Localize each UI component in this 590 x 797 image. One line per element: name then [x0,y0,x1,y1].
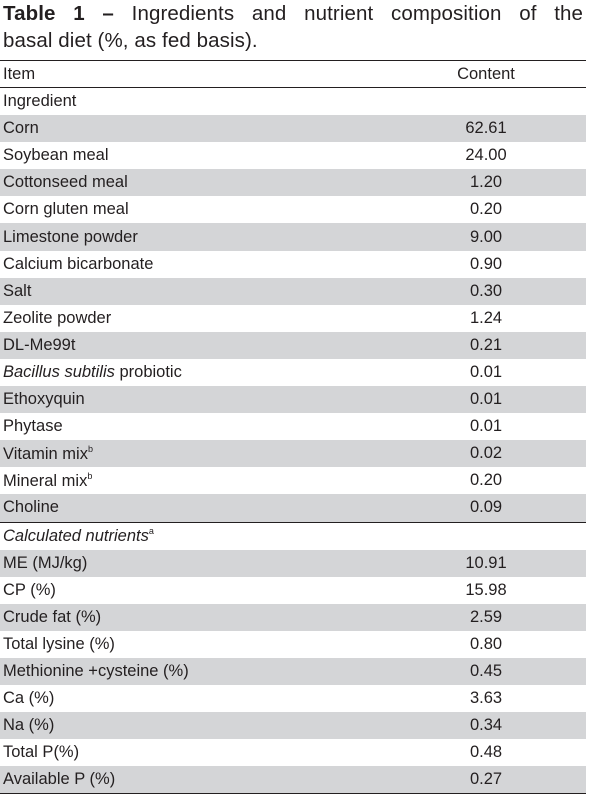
row-value: 0.09 [386,494,586,522]
table-row: Cottonseed meal 1.20 [0,169,586,197]
row-value: 0.21 [386,331,586,359]
table-row: Corn gluten meal 0.20 [0,196,586,223]
row-value: 62.61 [386,115,586,143]
table-row: Crude fat (%) 2.59 [0,603,586,631]
row-item-italic: Bacillus subtilis [3,362,115,381]
table-row: Vitamin mixb 0.02 [0,440,586,468]
row-value: 3.63 [469,689,503,708]
row-item-text: Mineral mix [3,471,88,490]
table-row: ME (MJ/kg) 10.91 [0,549,586,577]
table-row: Available P (%) 0.27 [0,766,586,795]
section-row-ingredient: Ingredient [0,88,586,116]
row-item: Choline [0,494,386,522]
row-item: Corn [0,115,386,143]
row-value: 0.48 [469,743,503,762]
row-item: Ca (%) [3,689,55,708]
composition-table: Item Content Ingredient Corn 62.61 Soybea… [0,60,586,795]
row-item: Ethoxyquin [0,386,386,414]
row-value: 0.30 [386,277,586,305]
table-row: CP (%) 15.98 [0,577,586,604]
table-row: Corn 62.61 [0,115,586,143]
table-row: Bacillus subtilis probiotic 0.01 [0,359,586,386]
row-item: Available P (%) [0,766,386,795]
row-value: 0.20 [469,471,503,490]
table-row: Mineral mixb 0.20 [0,467,586,494]
row-value: 0.01 [386,386,586,414]
table-row: Choline 0.09 [0,494,586,522]
table-caption: Table 1 – Ingredients and nutrient compo… [3,0,583,54]
row-value: 1.24 [469,308,503,327]
row-value: 0.80 [469,634,503,653]
table-row: Methionine +cysteine (%) 0.45 [0,657,586,686]
row-value: 10.91 [386,549,586,577]
table-row: Calcium bicarbonate 0.90 [0,251,586,278]
row-item-footnote: b [87,443,93,454]
row-value: 0.02 [386,440,586,468]
row-item: Total P(%) [3,743,80,762]
header-content: Content [386,60,586,88]
row-item-rest: probiotic [119,362,182,381]
row-item: Total lysine (%) [3,634,115,653]
row-item: Na (%) [0,712,386,740]
table-row: Na (%) 0.34 [0,712,586,740]
row-item: Methionine +cysteine (%) [0,657,386,686]
row-item: Limestone powder [0,223,386,251]
row-item: Vitamin mixb [0,440,386,468]
row-value: 15.98 [465,580,507,599]
row-item: Phytase [3,417,63,436]
caption-line-1: Table 1 – Ingredients and nutrient compo… [3,0,583,27]
table-row: Ethoxyquin 0.01 [0,386,586,414]
section-title-footnote: a [148,526,154,537]
row-item: Bacillus subtilis probiotic [0,359,386,386]
row-value: 2.59 [386,603,586,631]
table-row: Total P(%) 0.48 [0,739,586,766]
section-title: Calculated nutrientsa [0,521,386,550]
row-item: Zeolite powder [3,308,112,327]
table-header-row: Item Content [0,60,586,88]
row-item: Cottonseed meal [0,169,386,197]
row-value: 9.00 [386,223,586,251]
row-item-footnote: b [87,470,93,481]
table-row: Ca (%) 3.63 [0,685,586,712]
row-item: Corn gluten meal [3,200,129,219]
caption-title-part-2: basal diet (%, as fed basis). [3,29,258,52]
table-row: DL-Me99t 0.21 [0,331,586,359]
table-row: Total lysine (%) 0.80 [0,631,586,658]
row-item: CP (%) [3,580,56,599]
row-value: 0.01 [469,417,503,436]
row-value: 1.20 [386,169,586,197]
table-row: Zeolite powder 1.24 [0,305,586,332]
row-item-text: Vitamin mix [3,444,88,463]
section-title: Ingredient [3,92,77,111]
row-item: DL-Me99t [0,331,386,359]
table-row: Phytase 0.01 [0,413,586,440]
row-item: ME (MJ/kg) [0,549,386,577]
row-value: 0.45 [386,657,586,686]
section-row-calculated-nutrients: Calculated nutrientsa [0,521,586,550]
header-item: Item [0,60,386,88]
row-value: 0.20 [469,200,503,219]
caption-label: Table 1 – [3,2,114,25]
table-row: Salt 0.30 [0,277,586,305]
table-row: Limestone powder 9.00 [0,223,586,251]
section-title-text: Calculated nutrients [3,527,149,546]
row-item: Salt [0,277,386,305]
row-item: Crude fat (%) [0,603,386,631]
row-value: 24.00 [465,146,507,165]
caption-title-part-1: Ingredients and nutrient composition of … [131,2,584,25]
row-value: 0.90 [469,254,503,273]
row-value: 0.34 [386,712,586,740]
row-value: 0.01 [469,362,503,381]
row-item: Calcium bicarbonate [3,254,154,273]
row-item: Soybean meal [3,146,109,165]
table-row: Soybean meal 24.00 [0,142,586,169]
row-value: 0.27 [386,766,586,795]
row-item: Mineral mixb [0,467,386,494]
